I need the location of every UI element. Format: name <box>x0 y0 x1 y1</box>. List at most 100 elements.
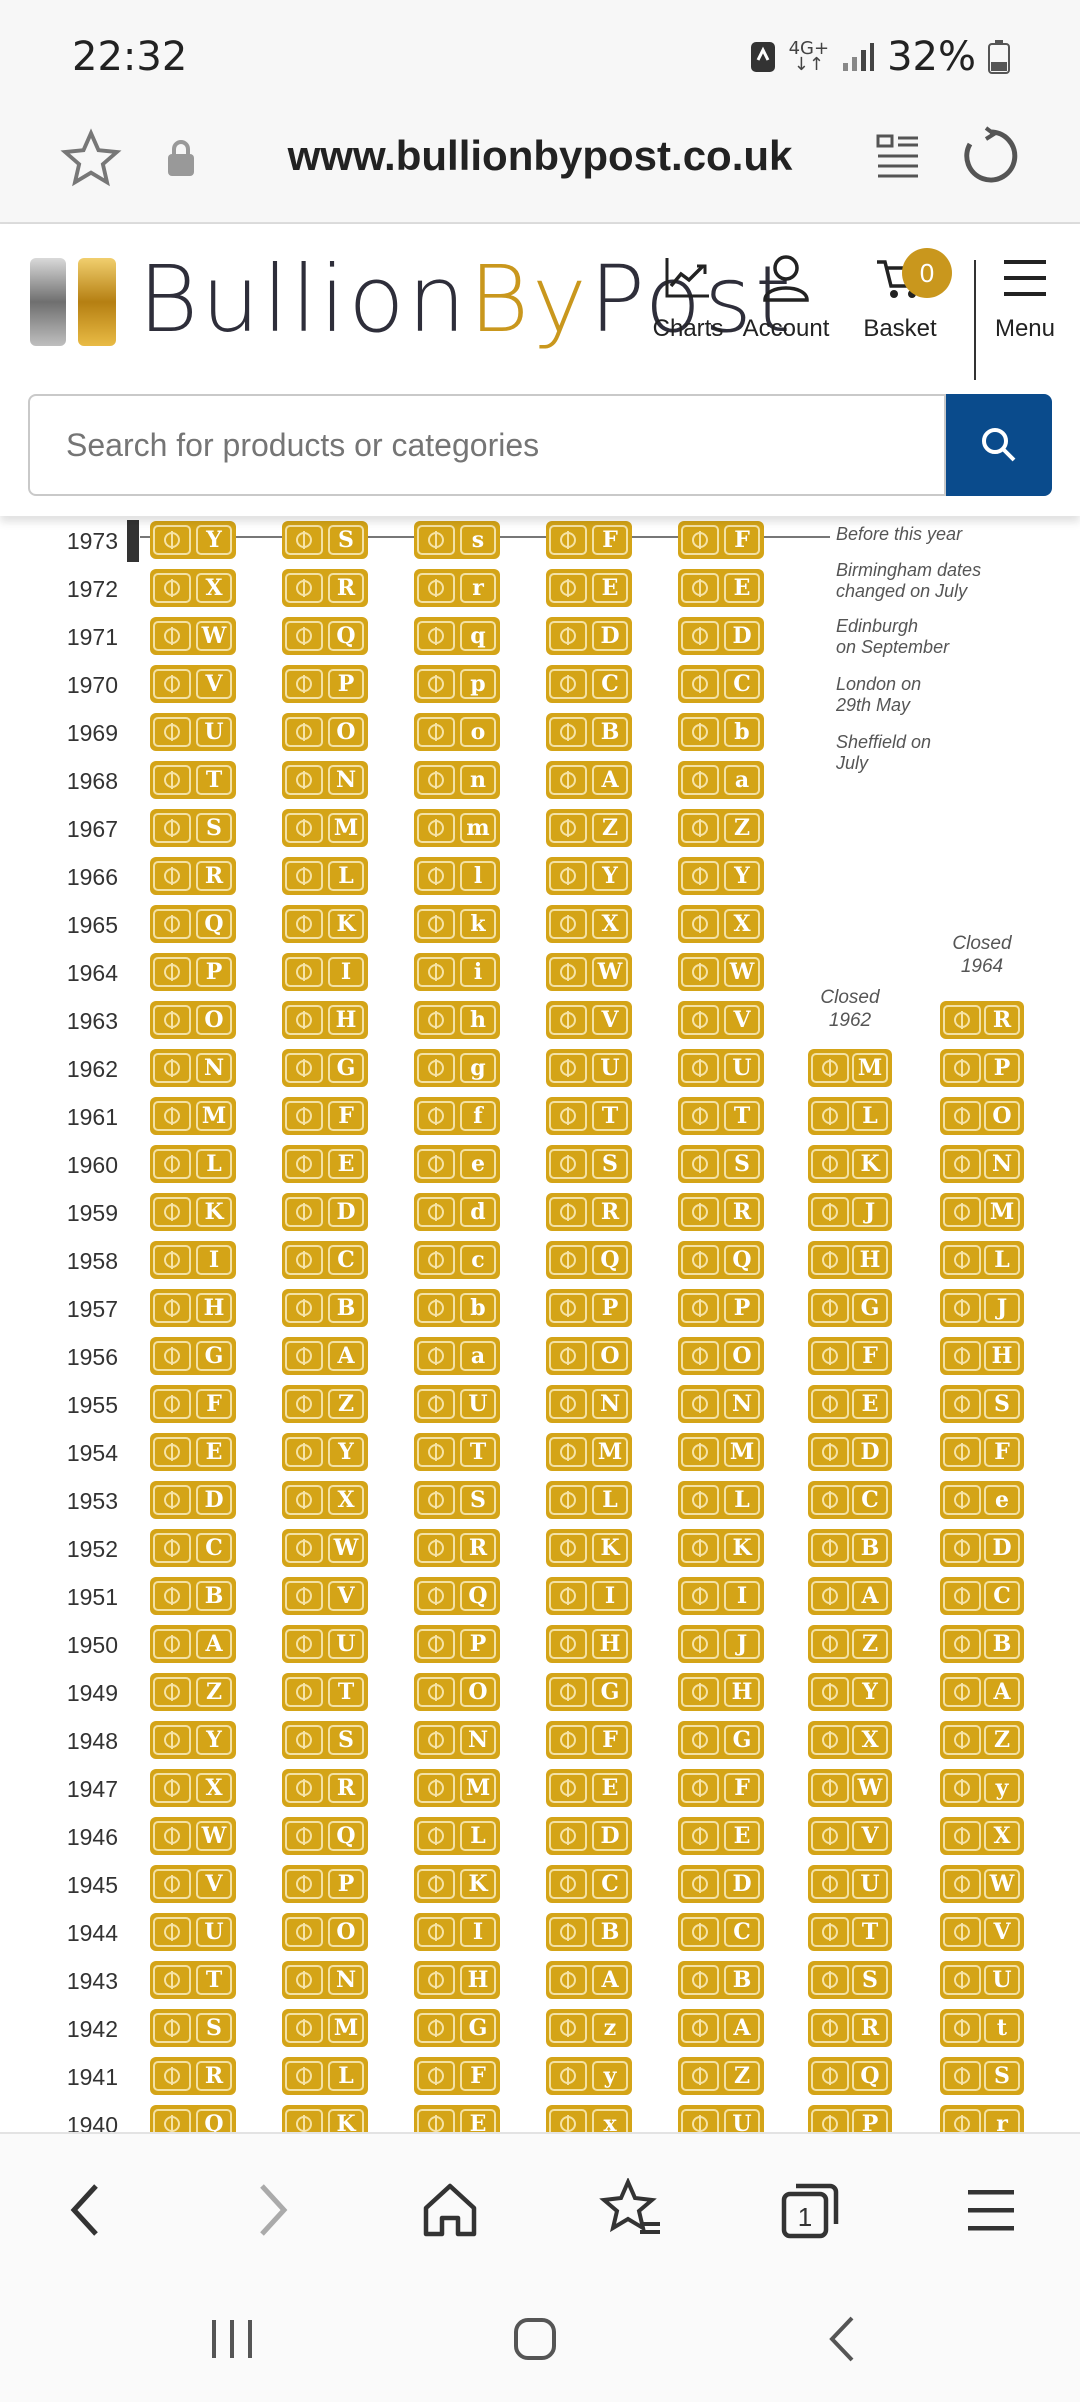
hallmark-birmingham: Q <box>150 2105 236 2132</box>
date-letter: M <box>724 1437 760 1467</box>
year-label: 1967 <box>66 816 118 842</box>
hallmark-london: N <box>282 761 368 799</box>
assay-office-symbol-icon <box>549 525 587 555</box>
recent-apps-icon[interactable] <box>206 2316 258 2362</box>
assay-office-symbol-icon <box>549 1101 587 1131</box>
hallmark-edinburgh: z <box>546 2009 632 2047</box>
year-label: 1942 <box>66 2016 118 2042</box>
date-letter: I <box>196 1245 232 1275</box>
assay-office-symbol-icon <box>285 1485 323 1515</box>
assay-office-symbol-icon <box>943 2013 981 2043</box>
assay-office-symbol-icon <box>549 1437 587 1467</box>
assay-office-symbol-icon <box>811 1245 849 1275</box>
assay-office-symbol-icon <box>681 1917 719 1947</box>
browser-menu-icon[interactable] <box>962 2182 1022 2238</box>
date-letter: S <box>592 1149 628 1179</box>
reload-icon[interactable] <box>960 126 1020 186</box>
hallmark-assay-b: C <box>678 665 764 703</box>
hallmark-sheffield: N <box>414 1721 500 1759</box>
date-letter: O <box>984 1101 1020 1131</box>
closed-glasgow-line1: Closed <box>952 933 1012 954</box>
hallmark-assay-b: Z <box>678 809 764 847</box>
hallmark-sheffield: f <box>414 1097 500 1135</box>
assay-office-symbol-icon <box>943 1245 981 1275</box>
hallmark-chester: K <box>808 1145 892 1183</box>
date-letter: a <box>724 765 760 795</box>
url-text[interactable]: www.bullionbypost.co.uk <box>287 132 793 179</box>
nav-account[interactable]: Account <box>738 254 834 343</box>
assay-office-symbol-icon <box>153 717 191 747</box>
assay-office-symbol-icon <box>811 1293 849 1323</box>
hallmark-sheffield: G <box>414 2009 500 2047</box>
assay-office-symbol-icon <box>681 909 719 939</box>
year-label: 1969 <box>66 720 118 746</box>
nav-menu[interactable]: Menu <box>990 254 1060 343</box>
assay-office-symbol-icon <box>153 2061 191 2091</box>
assay-office-symbol-icon <box>153 573 191 603</box>
assay-office-symbol-icon <box>549 1293 587 1323</box>
assay-office-symbol-icon <box>285 669 323 699</box>
assay-office-symbol-icon <box>943 1101 981 1131</box>
hallmark-edinburgh: I <box>546 1577 632 1615</box>
assay-office-symbol-icon <box>549 813 587 843</box>
nav-charts[interactable]: Charts <box>650 254 726 343</box>
assay-office-symbol-icon <box>153 813 191 843</box>
hallmark-edinburgh: A <box>546 1961 632 1999</box>
assay-office-symbol-icon <box>811 1533 849 1563</box>
home-icon[interactable] <box>420 2180 480 2240</box>
date-letter: D <box>328 1197 364 1227</box>
date-letter: U <box>724 1053 760 1083</box>
hallmark-glasgow: N <box>940 1145 1024 1183</box>
year-label: 1961 <box>66 1104 118 1130</box>
bookmark-star-icon[interactable] <box>60 128 122 190</box>
assay-office-symbol-icon <box>549 765 587 795</box>
date-letter: N <box>196 1053 232 1083</box>
reader-mode-icon[interactable] <box>874 130 924 186</box>
assay-office-symbol-icon <box>681 1245 719 1275</box>
assay-office-symbol-icon <box>681 1005 719 1035</box>
bookmarks-icon[interactable] <box>598 2178 664 2242</box>
search-button[interactable] <box>946 394 1052 496</box>
hallmark-row: 1943 T N H A B S U <box>0 1956 1080 2004</box>
forward-icon[interactable] <box>250 2180 294 2240</box>
date-letter: A <box>328 1341 364 1371</box>
date-letter: A <box>984 1677 1020 1707</box>
date-letter: U <box>328 1629 364 1659</box>
logo-bullion: Bullion <box>138 246 469 353</box>
back-icon[interactable] <box>64 2180 108 2240</box>
date-letter: R <box>984 1005 1020 1035</box>
hallmark-birmingham: S <box>150 2009 236 2047</box>
date-letter: V <box>196 1869 232 1899</box>
hallmark-sheffield: n <box>414 761 500 799</box>
assay-office-symbol-icon <box>285 1005 323 1035</box>
system-back-icon[interactable] <box>822 2314 862 2364</box>
date-letter: y <box>592 2061 628 2091</box>
hallmark-sheffield: c <box>414 1241 500 1279</box>
assay-office-symbol-icon <box>417 1629 455 1659</box>
assay-office-symbol-icon <box>285 1533 323 1563</box>
assay-office-symbol-icon <box>943 1389 981 1419</box>
hallmark-birmingham: F <box>150 1385 236 1423</box>
date-letter: P <box>196 957 232 987</box>
hallmark-glasgow: r <box>940 2105 1024 2132</box>
date-letter: N <box>592 1389 628 1419</box>
assay-office-symbol-icon <box>417 1053 455 1083</box>
date-letter: A <box>724 2013 760 2043</box>
tabs-icon[interactable]: 1 <box>778 2178 842 2242</box>
hallmark-birmingham: R <box>150 857 236 895</box>
hallmark-glasgow: S <box>940 1385 1024 1423</box>
hallmark-assay-b: Y <box>678 857 764 895</box>
logo-post: Post <box>589 246 795 353</box>
assay-office-symbol-icon <box>549 573 587 603</box>
hallmark-birmingham: Q <box>150 905 236 943</box>
home-button-icon[interactable] <box>510 2314 560 2364</box>
search-input[interactable] <box>64 426 928 465</box>
assay-office-symbol-icon <box>153 525 191 555</box>
assay-office-symbol-icon <box>811 1341 849 1371</box>
assay-office-symbol-icon <box>943 1581 981 1611</box>
hallmark-london: M <box>282 809 368 847</box>
assay-office-symbol-icon <box>285 1053 323 1083</box>
date-letter: C <box>328 1245 364 1275</box>
hallmark-birmingham: U <box>150 1913 236 1951</box>
